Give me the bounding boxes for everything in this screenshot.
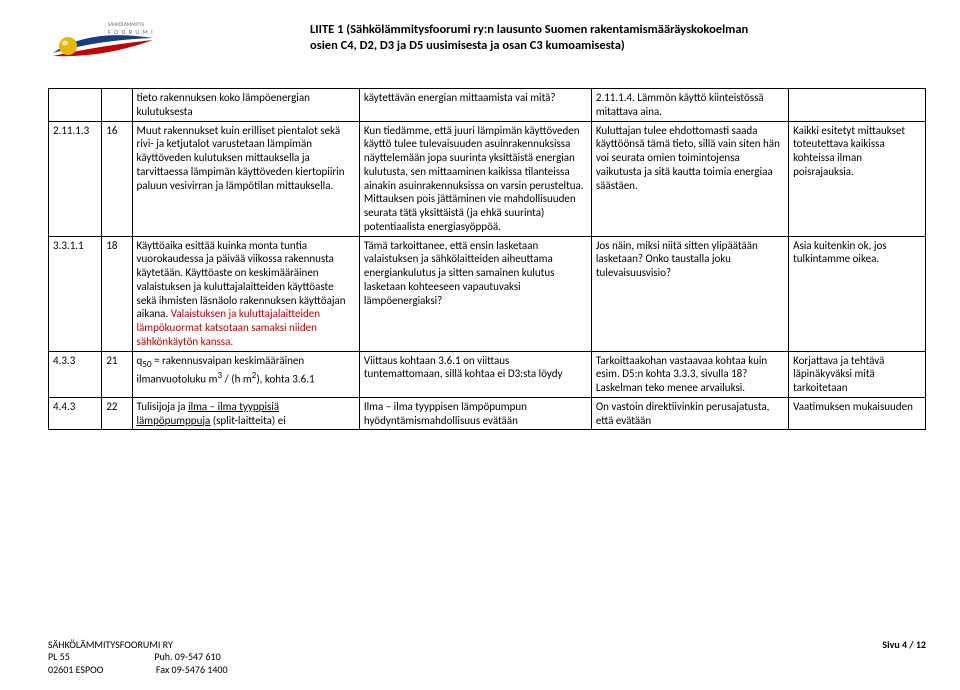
- cell-num: 16: [102, 121, 132, 236]
- cell-text: Tulisijoja ja ilma – ilma tyyppisiä lämp…: [132, 397, 359, 430]
- cell-note: On vastoin direktiivinkin perusajatusta,…: [591, 397, 788, 430]
- footer-tel: Puh. 09-547 610: [154, 650, 220, 663]
- cell-comment: Viittaus kohtaan 3.6.1 on viittaus tunte…: [359, 351, 591, 397]
- page-number: Sivu 4 / 12: [882, 639, 926, 652]
- cell-note: Jos näin, miksi niitä sitten ylipäätään …: [591, 236, 788, 351]
- table-row: 2.11.1.3 16 Muut rakennukset kuin erilli…: [49, 121, 926, 236]
- cell-num: 22: [102, 397, 132, 430]
- header-line1: LIITE 1 (Sähkölämmitysfoorumi ry:n lausu…: [310, 22, 910, 38]
- cell-action: Kaikki esitetyt mittaukset toteutettava …: [789, 121, 926, 236]
- cell-ref: 3.3.1.1: [49, 236, 102, 351]
- cell-ref: [49, 89, 102, 122]
- table-row: tieto rakennuksen koko lämpöenergian kul…: [49, 89, 926, 122]
- cell-text: tieto rakennuksen koko lämpöenergian kul…: [132, 89, 359, 122]
- footer-line: 02601 ESPOO Fax 09-5476 1400: [48, 664, 926, 677]
- table-row: 3.3.1.1 18 Käyttöaika esittää kuinka mon…: [49, 236, 926, 351]
- logo-bottom-text: F O O R U M I: [108, 28, 154, 36]
- cell-text: Käyttöaika esittää kuinka monta tuntia v…: [132, 236, 359, 351]
- cell-action: Korjattava ja tehtävä läpinäkyväksi mitä…: [789, 351, 926, 397]
- cell-text: Muut rakennukset kuin erilliset pientalo…: [132, 121, 359, 236]
- cell-note: 2.11.1.4. Lämmön käyttö kiinteistössä mi…: [591, 89, 788, 122]
- logo: SÄHKÖLÄMMITYS F O O R U M I: [48, 18, 158, 68]
- footer-addr1: PL 55: [48, 650, 70, 663]
- cell-num: 21: [102, 351, 132, 397]
- cell-action: Asia kuitenkin ok, jos tulkintamme oikea…: [789, 236, 926, 351]
- logo-ball-icon: [59, 37, 77, 55]
- cell-ref: 4.3.3: [49, 351, 102, 397]
- cell-note: Kuluttajan tulee ehdottomasti saada käyt…: [591, 121, 788, 236]
- table-row: 4.3.3 21 q50 = rakennusvaipan keskimäärä…: [49, 351, 926, 397]
- cell-action: Vaatimuksen mukaisuuden: [789, 397, 926, 430]
- cell-comment: käytettävän energian mittaamista vai mit…: [359, 89, 591, 122]
- cell-action: [789, 89, 926, 122]
- page-footer: SÄHKÖLÄMMITYSFOORUMI RY PL 55 Puh. 09-54…: [48, 639, 926, 677]
- header-line2: osien C4, D2, D3 ja D5 uusimisesta ja os…: [310, 38, 910, 54]
- cell-ref: 4.4.3: [49, 397, 102, 430]
- cell-ref: 2.11.1.3: [49, 121, 102, 236]
- cell-num: [102, 89, 132, 122]
- logo-top-text: SÄHKÖLÄMMITYS: [108, 21, 145, 28]
- cell-comment: Kun tiedämme, että juuri lämpimän käyttö…: [359, 121, 591, 236]
- footer-addr2: 02601 ESPOO: [48, 663, 103, 676]
- table-row: 4.4.3 22 Tulisijoja ja ilma – ilma tyypp…: [49, 397, 926, 430]
- cell-comment: Tämä tarkoittanee, että ensin lasketaan …: [359, 236, 591, 351]
- cell-note: Tarkoittaakohan vastaavaa kohtaa kuin es…: [591, 351, 788, 397]
- main-table: tieto rakennuksen koko lämpöenergian kul…: [48, 88, 926, 430]
- cell-comment: Ilma – ilma tyyppisen lämpöpumpun hyödyn…: [359, 397, 591, 430]
- footer-fax: Fax 09-5476 1400: [156, 663, 228, 676]
- cell-num: 18: [102, 236, 132, 351]
- cell-text: q50 = rakennusvaipan keskimääräinen ilma…: [132, 351, 359, 397]
- document-header: LIITE 1 (Sähkölämmitysfoorumi ry:n lausu…: [310, 22, 910, 55]
